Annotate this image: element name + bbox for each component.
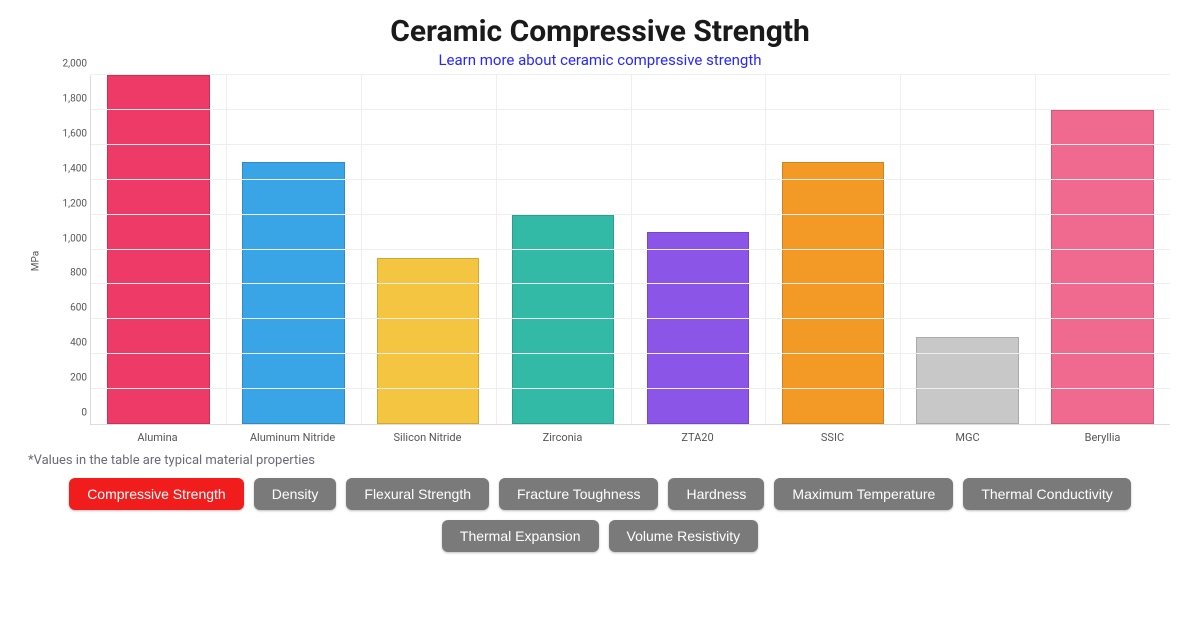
gridline-v <box>361 75 362 424</box>
y-tick-label: 0 <box>55 408 87 419</box>
property-button[interactable]: Fracture Toughness <box>499 478 658 510</box>
footnote: *Values in the table are typical materia… <box>28 453 1180 468</box>
bar[interactable] <box>647 232 750 424</box>
x-tick-label: Zirconia <box>495 427 630 447</box>
gridline-v <box>496 75 497 424</box>
bar[interactable] <box>1051 110 1154 424</box>
x-tick-label: Beryllia <box>1035 427 1170 447</box>
x-tick-label: Alumina <box>90 427 225 447</box>
y-tick-label: 200 <box>55 373 87 384</box>
bar-slot <box>631 75 766 424</box>
x-tick-label: SSIC <box>765 427 900 447</box>
bar-slot <box>765 75 900 424</box>
gridline-v <box>765 75 766 424</box>
property-button[interactable]: Density <box>254 478 337 510</box>
bar-slot <box>91 75 226 424</box>
bar-chart: MPa 02004006008001,0001,2001,4001,6001,8… <box>60 75 1170 447</box>
gridline-v <box>1035 75 1036 424</box>
property-button[interactable]: Volume Resistivity <box>609 520 759 552</box>
property-button[interactable]: Compressive Strength <box>69 478 244 510</box>
bar-slot <box>1035 75 1170 424</box>
bar[interactable] <box>107 75 210 424</box>
gridline-v <box>631 75 632 424</box>
property-button[interactable]: Hardness <box>668 478 764 510</box>
y-axis-label: MPa <box>31 251 42 271</box>
property-button[interactable]: Thermal Conductivity <box>963 478 1131 510</box>
x-axis-labels: AluminaAluminum NitrideSilicon NitrideZi… <box>90 427 1170 447</box>
page-title: Ceramic Compressive Strength <box>20 14 1180 49</box>
bar[interactable] <box>242 162 345 424</box>
plot-area: 02004006008001,0001,2001,4001,6001,8002,… <box>90 75 1170 425</box>
gridline-v <box>226 75 227 424</box>
y-tick-label: 1,000 <box>55 233 87 244</box>
x-tick-label: ZTA20 <box>630 427 765 447</box>
property-button[interactable]: Maximum Temperature <box>774 478 953 510</box>
property-button[interactable]: Thermal Expansion <box>442 520 599 552</box>
bar-slot <box>361 75 496 424</box>
y-tick-label: 1,200 <box>55 198 87 209</box>
y-tick-label: 800 <box>55 268 87 279</box>
y-tick-label: 1,600 <box>55 128 87 139</box>
y-tick-label: 1,400 <box>55 163 87 174</box>
property-button[interactable]: Flexural Strength <box>346 478 489 510</box>
y-tick-label: 600 <box>55 303 87 314</box>
bar-slot <box>226 75 361 424</box>
y-tick-label: 1,800 <box>55 93 87 104</box>
x-tick-label: MGC <box>900 427 1035 447</box>
bar[interactable] <box>916 337 1019 424</box>
property-buttons: Compressive Strength Density Flexural Stre… <box>20 478 1180 552</box>
bar-slot <box>900 75 1035 424</box>
gridline-v <box>900 75 901 424</box>
y-tick-label: 400 <box>55 338 87 349</box>
bar-slot <box>496 75 631 424</box>
x-tick-label: Aluminum Nitride <box>225 427 360 447</box>
bar[interactable] <box>782 162 885 424</box>
learn-more-link[interactable]: Learn more about ceramic compressive str… <box>20 51 1180 69</box>
x-tick-label: Silicon Nitride <box>360 427 495 447</box>
y-tick-label: 2,000 <box>55 59 87 70</box>
